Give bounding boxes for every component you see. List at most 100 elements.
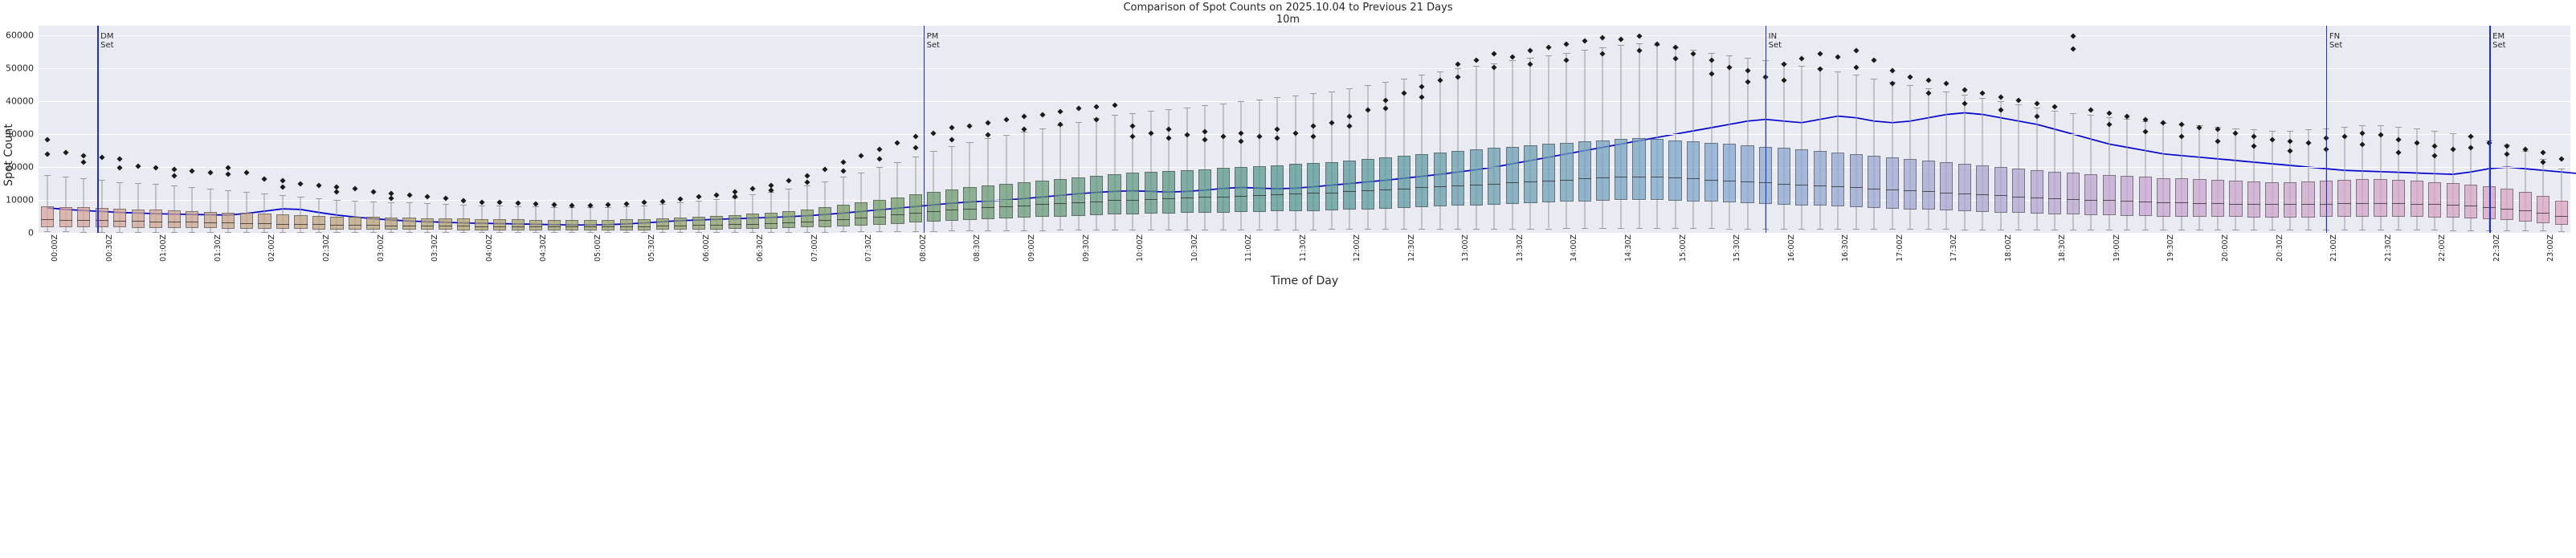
boxplot-outlier-marker [840, 159, 847, 165]
boxplot-iqr-rect [1795, 149, 1809, 206]
boxplot-median-line [2428, 204, 2442, 206]
boxplot-median-line [348, 225, 362, 226]
boxplot-whisker-cap [2232, 128, 2239, 129]
boxplot-iqr-rect [1361, 158, 1374, 210]
boxplot-whisker [2506, 145, 2508, 230]
boxplot-whisker [1711, 52, 1713, 229]
boxplot-box [2482, 26, 2496, 233]
boxplot-whisker-cap [387, 232, 395, 234]
boxplot-iqr-rect [855, 202, 868, 226]
boxplot-whisker-cap [1491, 228, 1498, 230]
x-axis-tick-mark [644, 233, 646, 236]
boxplot-outlier-marker [2431, 143, 2438, 149]
boxplot-box [1415, 26, 1429, 233]
boxplot-iqr-rect [2410, 180, 2423, 218]
boxplot-iqr-rect [330, 216, 344, 230]
boxplot-outlier-marker [1238, 138, 1244, 145]
boxplot-box [2374, 26, 2387, 233]
boxplot-median-line [2048, 198, 2062, 199]
boxplot-iqr-rect [1488, 148, 1501, 205]
boxplot-median-line [1849, 187, 1863, 189]
x-axis-tick-label: 00:00Z [51, 234, 60, 262]
boxplot-iqr-rect [2229, 180, 2243, 218]
boxplot-whisker-cap [533, 232, 540, 234]
boxplot-outlier-marker [225, 171, 231, 177]
boxplot-box [131, 26, 145, 233]
boxplot-box [1198, 26, 1212, 233]
boxplot-median-line [95, 220, 108, 222]
boxplot-outlier-marker [1274, 135, 1280, 141]
boxplot-iqr-rect [583, 220, 597, 230]
boxplot-whisker-cap [1002, 134, 1010, 136]
boxplot-whisker [1584, 50, 1586, 229]
boxplot-iqr-rect [186, 210, 199, 229]
boxplot-box [1469, 26, 1483, 233]
boxplot-box [764, 26, 778, 233]
event-label-line2: Set [926, 41, 941, 50]
boxplot-box [800, 26, 814, 233]
boxplot-box [855, 26, 868, 233]
boxplot-whisker [1078, 121, 1080, 230]
boxplot-box [1325, 26, 1338, 233]
boxplot-box [836, 26, 850, 233]
boxplot-whisker-cap [2540, 159, 2547, 161]
boxplot-box [583, 26, 597, 234]
boxplot-outlier-marker [2251, 133, 2257, 140]
boxplot-whisker-cap [1328, 229, 1335, 230]
boxplot-outlier-marker [1166, 135, 1172, 141]
boxplot-whisker [1367, 84, 1369, 230]
boxplot-whisker-cap [2558, 230, 2565, 232]
boxplot-median-line [1668, 177, 1682, 179]
boxplot-outlier-marker [443, 195, 449, 202]
boxplot-whisker-cap [1635, 228, 1643, 230]
boxplot-box [619, 26, 633, 234]
boxplot-outlier-marker [1057, 108, 1063, 115]
boxplot-box [655, 26, 669, 234]
boxplot-iqr-rect [402, 218, 416, 230]
boxplot-median-line [1578, 178, 1592, 180]
boxplot-iqr-rect [2084, 173, 2098, 215]
boxplot-box [872, 26, 886, 233]
boxplot-whisker [1566, 52, 1567, 229]
boxplot-outlier-marker [406, 192, 413, 198]
boxplot-whisker-cap [2359, 125, 2366, 127]
boxplot-whisker-cap [1382, 229, 1390, 230]
x-axis-tick-label: 13:00Z [1461, 234, 1471, 262]
boxplot-outlier-marker [1148, 130, 1154, 136]
boxplot-outlier-marker [1708, 71, 1715, 77]
boxplot-whisker-cap [279, 194, 286, 196]
boxplot-iqr-rect [1017, 181, 1031, 218]
boxplot-outlier-marker [1527, 47, 1533, 54]
boxplot-box [746, 26, 760, 234]
boxplot-outlier-marker [713, 192, 720, 198]
boxplot-box [1795, 26, 1809, 233]
boxplot-whisker-cap [1979, 98, 1986, 100]
boxplot-box [602, 26, 615, 234]
boxplot-box [1505, 26, 1519, 233]
boxplot-whisker-cap [1726, 228, 1733, 230]
boxplot-outlier-marker [1491, 64, 1497, 71]
x-axis-tick-label: 15:00Z [1678, 234, 1688, 262]
x-axis-tick-label: 20:00Z [2220, 234, 2230, 262]
boxplot-outlier-marker [1382, 105, 1389, 112]
boxplot-iqr-rect [927, 192, 941, 222]
boxplot-whisker-cap [930, 230, 937, 232]
boxplot-iqr-rect [113, 209, 127, 228]
y-gridline [39, 233, 2570, 234]
boxplot-median-line [2500, 208, 2514, 210]
boxplot-box [692, 26, 705, 234]
boxplot-outlier-marker [1365, 107, 1371, 113]
boxplot-whisker-cap [406, 232, 413, 234]
boxplot-iqr-rect [619, 219, 633, 230]
boxplot-outlier-marker [243, 169, 250, 176]
x-axis-tick-label: 07:00Z [810, 234, 819, 262]
boxplot-iqr-rect [782, 210, 796, 229]
boxplot-iqr-rect [1813, 150, 1827, 206]
boxplot-whisker [1204, 105, 1206, 230]
boxplot-whisker [2126, 119, 2128, 230]
boxplot-outlier-marker [2251, 143, 2257, 149]
boxplot-outlier-marker [2070, 46, 2076, 52]
boxplot-box [1035, 26, 1049, 233]
x-axis-tick-label: 09:30Z [1081, 234, 1091, 262]
boxplot-outlier-marker [2287, 148, 2293, 154]
